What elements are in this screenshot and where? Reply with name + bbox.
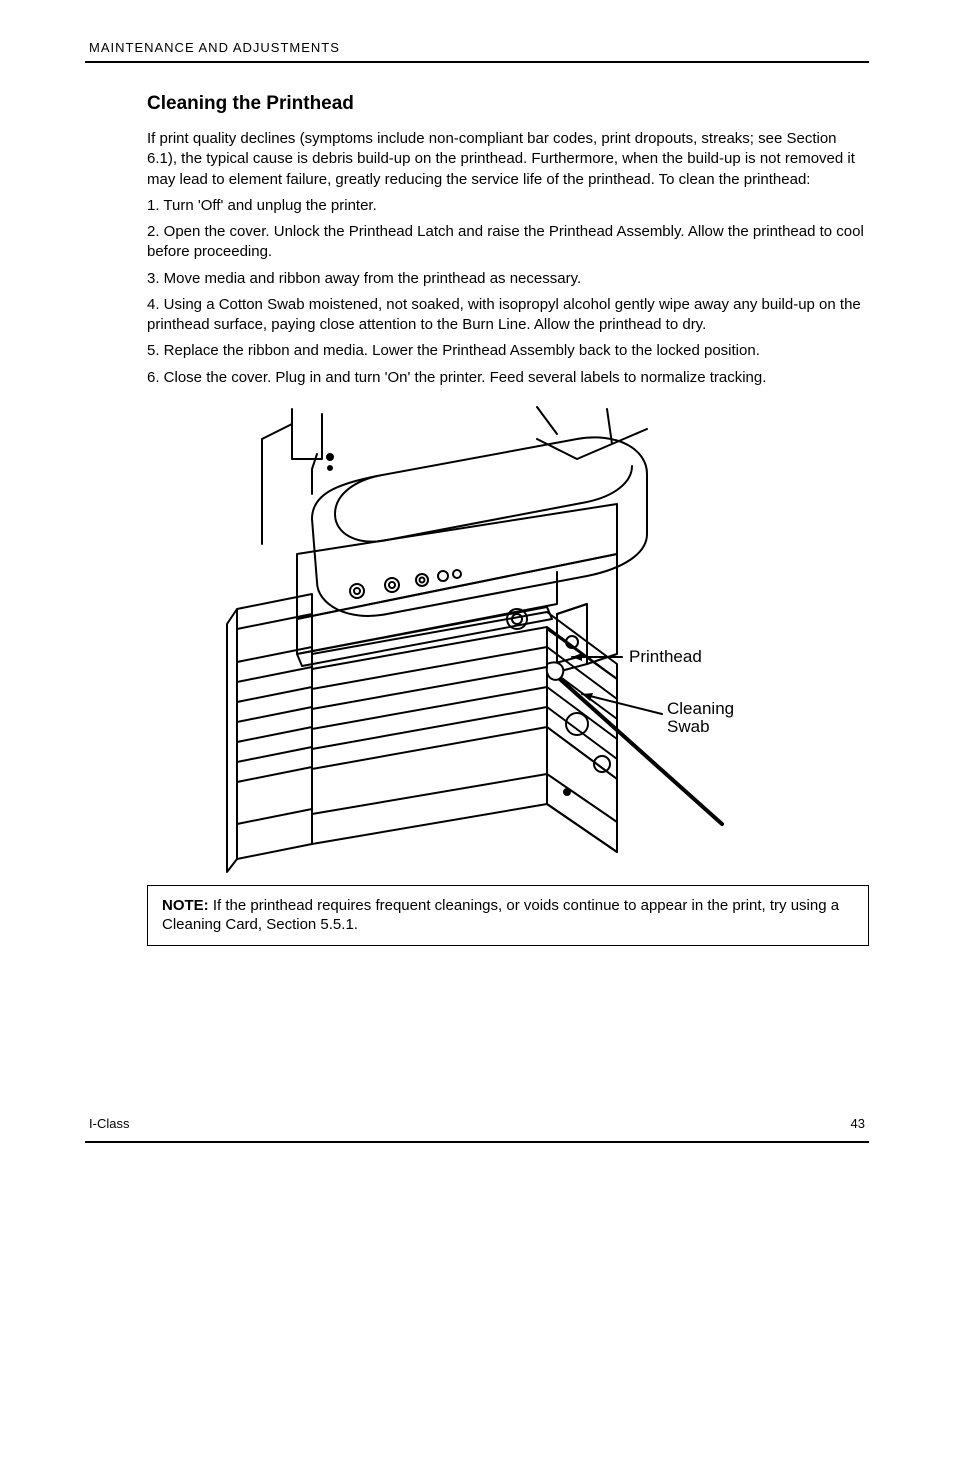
- label-printhead: Printhead: [629, 647, 702, 666]
- footer-rule: [85, 1141, 869, 1143]
- intro-text: If print quality declines (symptoms incl…: [147, 129, 869, 190]
- step-3: 3. Move media and ribbon away from the p…: [147, 269, 869, 289]
- footer: I-Class 43: [85, 1116, 869, 1137]
- step-1: 1. Turn 'Off' and unplug the printer.: [147, 196, 869, 216]
- step-6: 6. Close the cover. Plug in and turn 'On…: [147, 368, 869, 388]
- step-5: 5. Replace the ribbon and media. Lower t…: [147, 341, 869, 361]
- note-label: NOTE:: [162, 897, 209, 914]
- running-header: MAINTENANCE AND ADJUSTMENTS: [85, 40, 869, 55]
- intro-paragraph: If print quality declines (symptoms incl…: [147, 129, 869, 388]
- footer-left: I-Class: [89, 1116, 129, 1131]
- section-title: Cleaning the Printhead: [147, 93, 869, 115]
- footer-right: 43: [851, 1116, 865, 1131]
- step-2: 2. Open the cover. Unlock the Printhead …: [147, 222, 869, 263]
- printhead-diagram: Printhead Cleaning Swab: [217, 404, 737, 874]
- note-text: If the printhead requires frequent clean…: [162, 897, 839, 934]
- label-swab-1: Cleaning: [667, 699, 734, 718]
- note-box: NOTE: If the printhead requires frequent…: [147, 885, 869, 946]
- figure: Printhead Cleaning Swab: [85, 404, 869, 879]
- step-4: 4. Using a Cotton Swab moistened, not so…: [147, 295, 869, 336]
- label-swab-2: Swab: [667, 717, 710, 736]
- header-rule: [85, 61, 869, 63]
